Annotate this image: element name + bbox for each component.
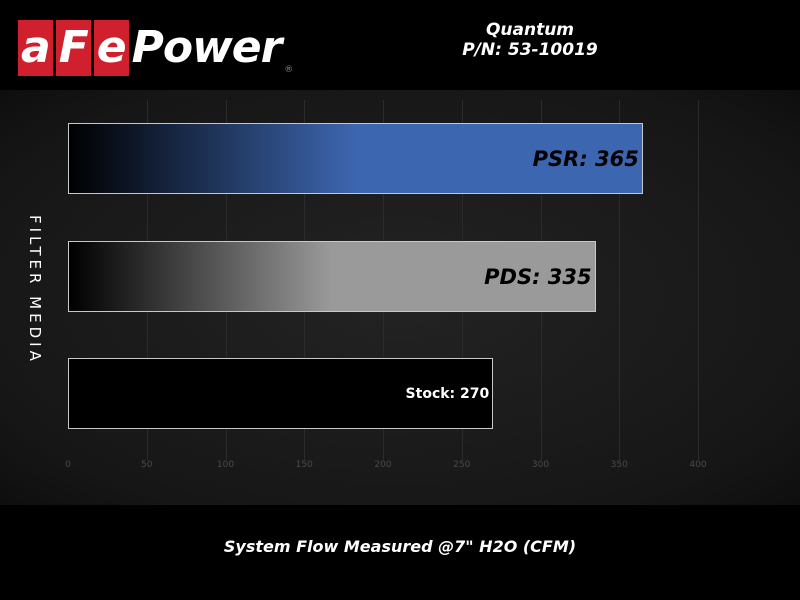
part-number: P/N: 53-10019 xyxy=(462,40,598,60)
y-axis-label: FILTER MEDIA xyxy=(26,215,44,365)
chart-title: Quantum P/N: 53-10019 xyxy=(430,20,630,60)
x-tick-label: 0 xyxy=(65,460,71,470)
x-tick-label: 200 xyxy=(374,460,392,470)
bar-stock: Stock: 270 xyxy=(68,358,494,429)
registered-mark: ® xyxy=(284,65,294,75)
x-tick-label: 50 xyxy=(141,460,153,470)
data-label: Stock: 270 xyxy=(405,385,490,402)
x-tick-label: 100 xyxy=(216,460,235,470)
x-tick-label: 400 xyxy=(689,460,707,470)
data-label: PDS: 335 xyxy=(484,264,592,289)
x-tick-label: 150 xyxy=(295,460,313,470)
x-tick-label: 250 xyxy=(453,460,471,470)
bar-pds: PDS: 335 xyxy=(68,241,596,312)
data-label: PSR: 365 xyxy=(532,146,639,171)
product-name: Quantum xyxy=(485,20,575,40)
bar-psr: PSR: 365 xyxy=(68,123,643,194)
gridline xyxy=(698,100,699,460)
x-tick-label: 350 xyxy=(610,460,628,470)
x-tick-label: 300 xyxy=(531,460,550,470)
x-axis-label: System Flow Measured @7" H2O (CFM) xyxy=(223,537,577,556)
gridline xyxy=(619,100,621,460)
